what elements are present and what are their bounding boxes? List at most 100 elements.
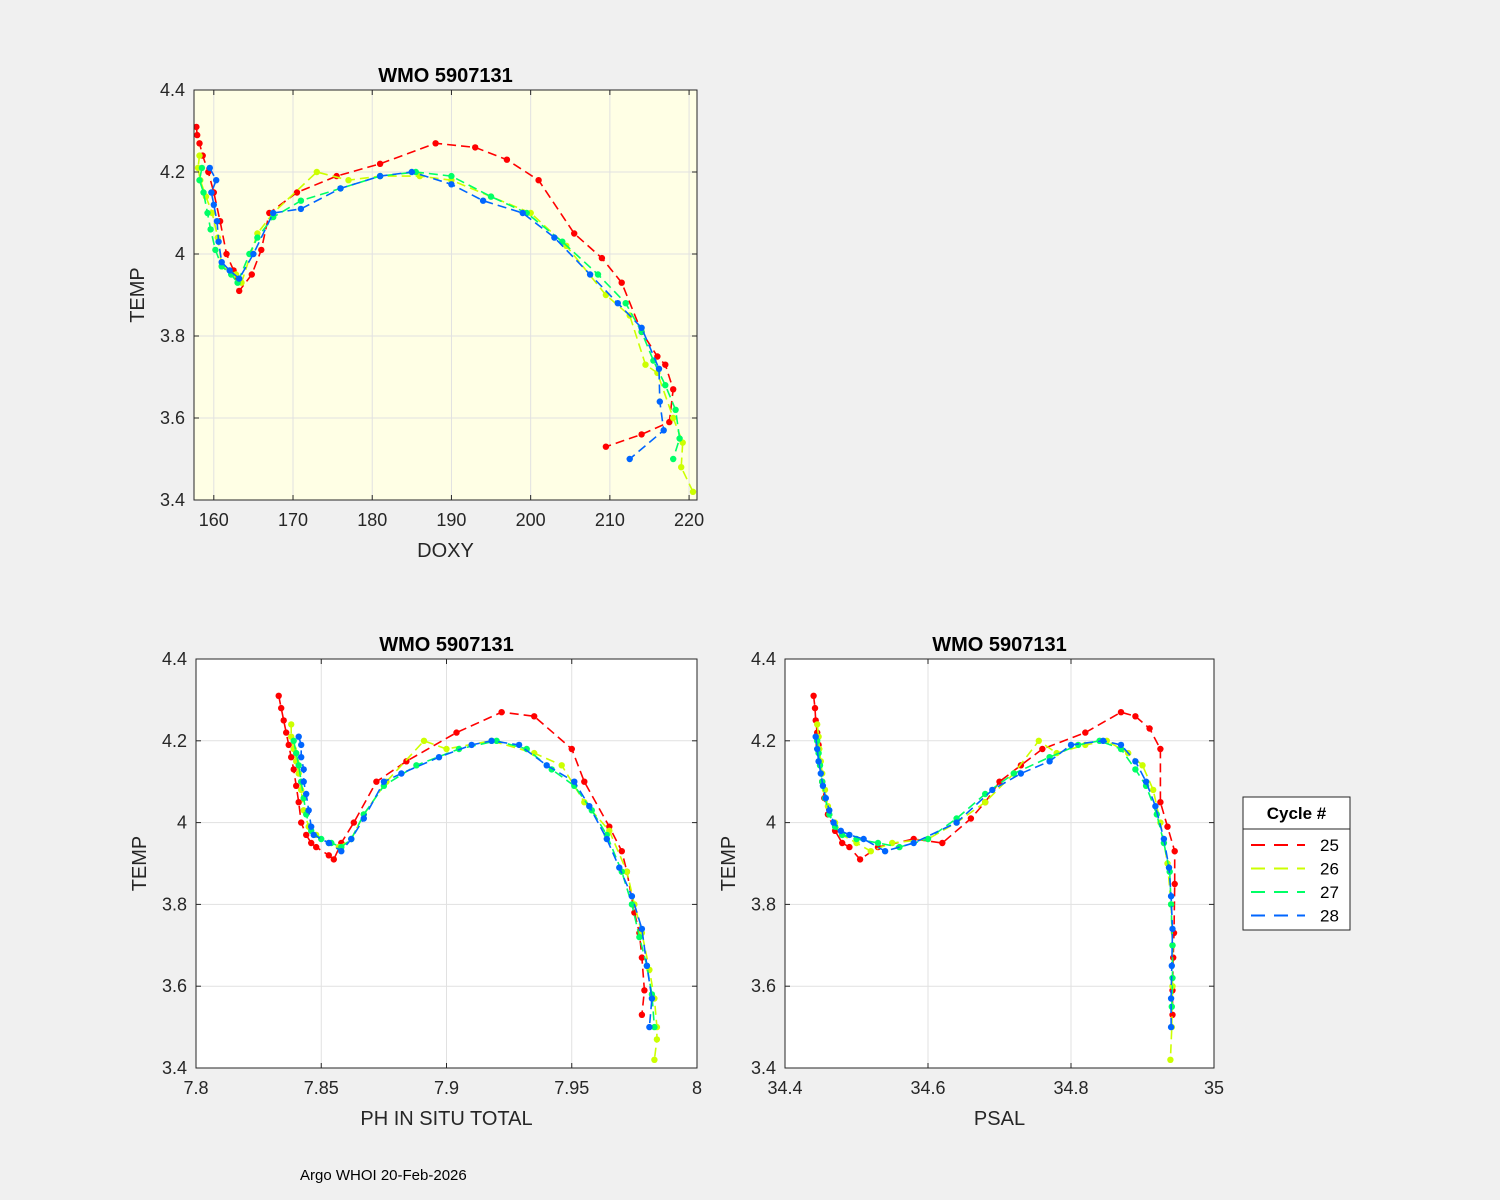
data-point: [642, 361, 649, 368]
data-point: [1117, 741, 1125, 749]
data-point: [280, 717, 287, 724]
data-point: [448, 181, 455, 188]
data-point: [283, 729, 290, 736]
data-point: [822, 794, 829, 802]
data-point: [360, 815, 367, 822]
data-point: [543, 762, 550, 769]
data-point: [1132, 766, 1139, 773]
data-point: [303, 831, 310, 839]
tick-label-y: 4: [175, 244, 185, 264]
data-point: [1142, 778, 1150, 785]
data-point: [666, 418, 673, 426]
legend: Cycle # 25 26 27 28: [1242, 796, 1351, 931]
tick-label-x: 34.6: [910, 1078, 945, 1098]
tick-label-x: 34.8: [1053, 1078, 1088, 1098]
data-point: [196, 177, 203, 184]
legend-label-28: 28: [1320, 907, 1339, 926]
data-point: [819, 782, 827, 789]
data-point: [515, 741, 523, 749]
data-point: [215, 238, 222, 245]
data-point: [413, 762, 420, 769]
data-point: [310, 831, 317, 839]
data-point: [638, 431, 645, 438]
data-point: [308, 823, 315, 830]
chart-3: 34.4 34.6 34.8 35 3.4 3.6 3.8 4 4.2 4.4 WMO 590713…: [718, 634, 1224, 1130]
data-point: [250, 250, 257, 258]
data-point: [308, 839, 315, 847]
data-point: [551, 234, 558, 241]
data-point: [867, 848, 874, 855]
data-point: [209, 209, 216, 217]
data-point: [298, 819, 305, 826]
legend-label-26: 26: [1320, 860, 1339, 879]
data-point: [472, 144, 479, 151]
tick-label-y: 4.2: [160, 162, 185, 182]
data-point: [270, 209, 277, 217]
data-point: [1165, 864, 1173, 871]
tick-label-x: 180: [357, 510, 387, 530]
data-point: [830, 819, 837, 826]
data-point: [194, 123, 200, 131]
data-point: [432, 140, 439, 147]
data-point: [689, 488, 697, 495]
data-point: [330, 856, 337, 863]
data-point: [531, 713, 538, 720]
legend-label-25: 25: [1320, 836, 1339, 855]
data-point: [1157, 799, 1164, 806]
data-point: [1082, 729, 1089, 736]
data-point: [290, 737, 297, 744]
data-point: [1167, 1056, 1174, 1064]
data-point: [345, 177, 352, 184]
data-point: [662, 382, 669, 389]
tick-label-x: 160: [199, 510, 229, 530]
data-layer: [810, 692, 1178, 1064]
y-axis-label: TEMP: [718, 836, 740, 892]
data-point: [288, 721, 295, 728]
data-point: [967, 815, 975, 822]
data-point: [1169, 1011, 1176, 1018]
tick-label-x: 190: [436, 510, 466, 530]
tick-label-y: 3.8: [751, 894, 776, 914]
chart-title: WMO 5907131: [378, 65, 513, 87]
data-point: [380, 778, 388, 785]
chart-2: 7.8 7.85 7.9 7.95 8 3.4 3.6 3.8 4 4.2 4.4 WMO 59071…: [129, 634, 702, 1130]
data-point: [810, 692, 817, 699]
data-point: [874, 839, 882, 847]
data-point: [290, 766, 297, 773]
data-point: [1132, 758, 1139, 765]
tick-label-x: 8: [692, 1078, 702, 1098]
data-point: [996, 778, 1003, 785]
data-point: [670, 414, 677, 422]
data-point: [638, 324, 645, 331]
data-point: [1075, 741, 1082, 749]
data-point: [939, 839, 946, 847]
data-point: [1010, 770, 1017, 777]
data-point: [350, 819, 357, 826]
data-point: [982, 790, 989, 798]
data-point: [313, 843, 320, 851]
data-point: [535, 177, 542, 184]
data-point: [348, 835, 355, 843]
tick-label-y: 3.8: [162, 894, 187, 914]
data-point: [300, 778, 307, 785]
data-point: [953, 819, 960, 826]
y-axis-label: TEMP: [129, 836, 151, 892]
data-point: [293, 782, 300, 789]
data-point: [408, 168, 415, 176]
data-point: [295, 799, 302, 806]
data-point: [628, 901, 636, 908]
data-point: [503, 156, 511, 163]
series-28: [206, 164, 667, 463]
data-point: [297, 197, 305, 204]
data-point: [651, 1056, 658, 1064]
data-point: [812, 733, 819, 740]
data-point: [651, 1023, 658, 1031]
data-point: [1100, 737, 1107, 744]
data-point: [860, 835, 867, 843]
data-point: [213, 177, 220, 184]
series-line-28: [209, 167, 665, 460]
data-point: [206, 164, 213, 172]
data-point: [318, 835, 325, 843]
data-point: [1171, 848, 1178, 855]
